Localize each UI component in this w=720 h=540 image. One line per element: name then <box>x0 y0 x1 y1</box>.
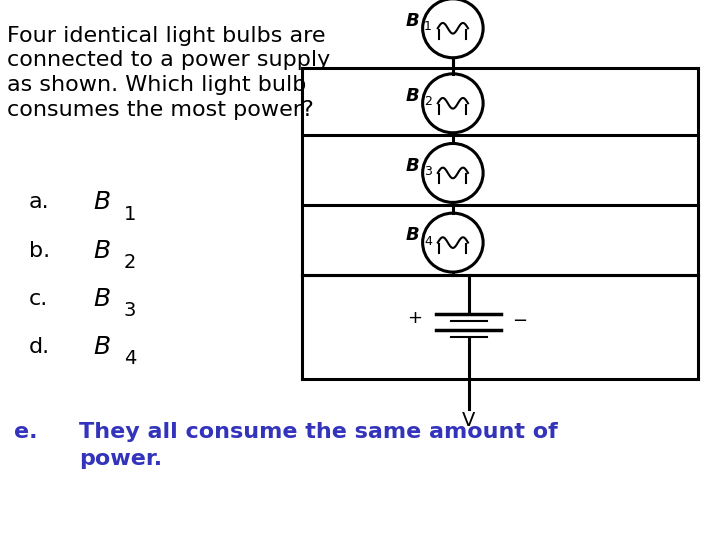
Text: 4: 4 <box>424 235 432 248</box>
Text: Four identical light bulbs are
connected to a power supply
as shown. Which light: Four identical light bulbs are connected… <box>7 25 330 120</box>
Text: B: B <box>405 12 419 30</box>
Text: c.: c. <box>29 289 48 309</box>
Text: 1: 1 <box>424 21 432 33</box>
Text: B: B <box>94 191 111 214</box>
Text: 2: 2 <box>124 253 136 272</box>
Text: B: B <box>405 87 419 105</box>
Text: 2: 2 <box>424 96 432 109</box>
Text: e.: e. <box>14 422 38 442</box>
Text: B: B <box>94 287 111 311</box>
Text: d.: d. <box>29 337 50 357</box>
Text: 3: 3 <box>424 165 432 178</box>
Text: a.: a. <box>29 192 50 212</box>
Text: B: B <box>94 335 111 359</box>
Text: 3: 3 <box>124 301 136 320</box>
Text: 1: 1 <box>124 205 136 224</box>
Text: b.: b. <box>29 241 50 261</box>
Text: V: V <box>462 411 475 430</box>
Text: B: B <box>405 226 419 244</box>
Text: +: + <box>407 309 422 327</box>
Text: B: B <box>405 157 419 174</box>
Text: 4: 4 <box>124 349 136 368</box>
Text: −: − <box>512 312 527 330</box>
Text: They all consume the same amount of
power.: They all consume the same amount of powe… <box>79 422 558 469</box>
Text: B: B <box>94 239 111 262</box>
